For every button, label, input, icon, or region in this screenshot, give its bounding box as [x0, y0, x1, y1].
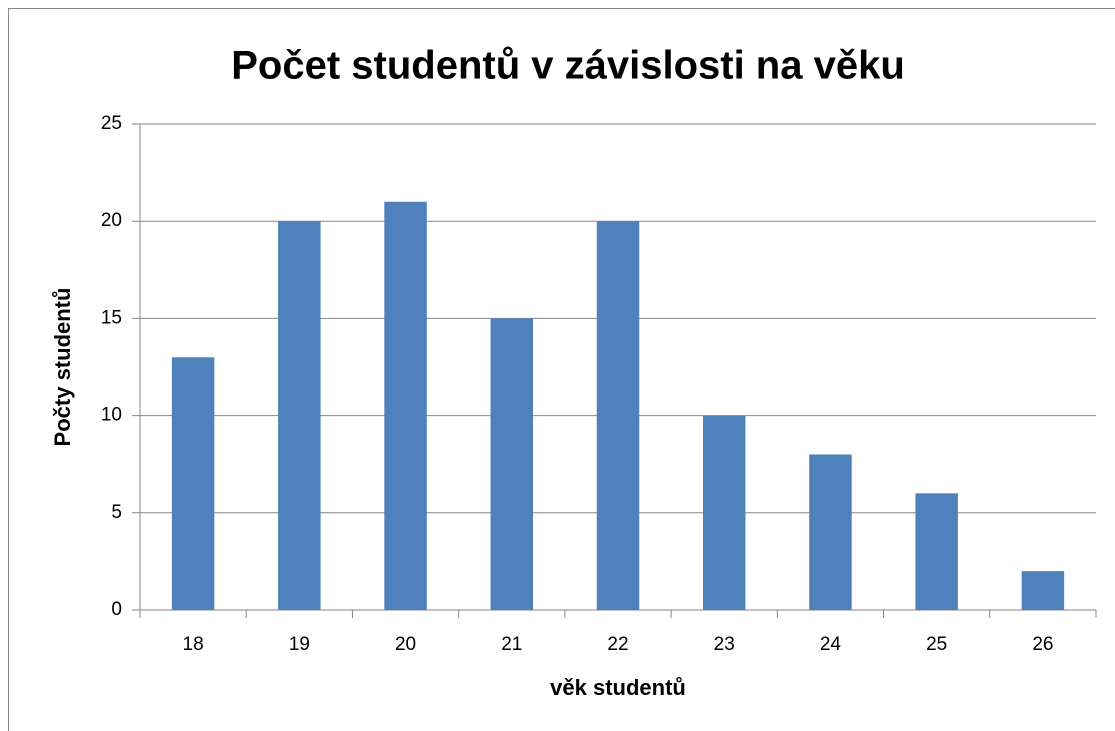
x-tick-label: 26 — [1032, 634, 1053, 655]
x-tick-label: 22 — [607, 634, 628, 655]
x-tick-label: 20 — [395, 634, 416, 655]
bar — [384, 201, 427, 610]
bar — [809, 454, 852, 610]
x-tick-label: 23 — [714, 634, 735, 655]
x-axis-label: věk studentů — [550, 675, 686, 700]
x-tick-label: 21 — [501, 634, 522, 655]
y-axis-label: Počty studentů — [50, 288, 75, 447]
y-tick-label: 20 — [101, 210, 122, 231]
x-tick-label: 19 — [289, 634, 310, 655]
x-tick-label: 18 — [183, 634, 204, 655]
bar — [915, 493, 958, 610]
x-tick-label: 25 — [926, 634, 947, 655]
bar — [490, 318, 534, 610]
chart-frame — [8, 8, 1115, 731]
bar — [171, 357, 215, 610]
y-tick-label: 25 — [101, 113, 122, 134]
x-tick-label: 24 — [820, 634, 842, 655]
y-tick-label: 15 — [101, 307, 122, 328]
y-tick-label: 5 — [111, 502, 122, 523]
bar — [278, 221, 321, 610]
chart-title: Počet studentů v závislosti na věku — [231, 44, 905, 88]
bar — [702, 415, 746, 610]
bar — [1021, 571, 1065, 610]
y-tick-label: 10 — [101, 405, 122, 426]
bar — [596, 221, 640, 610]
y-tick-label: 0 — [111, 599, 122, 620]
